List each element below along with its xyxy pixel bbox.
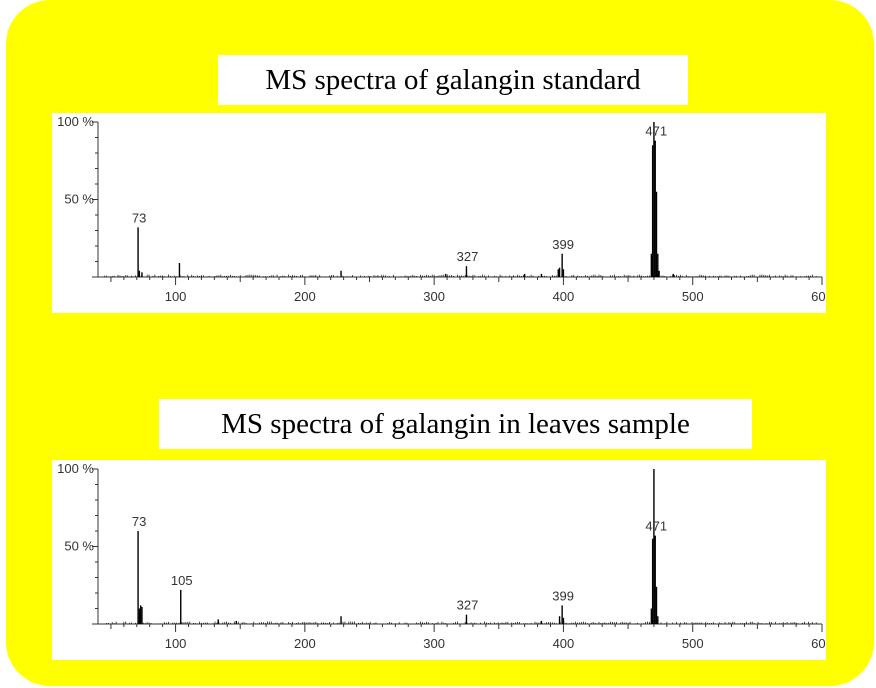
y-tick-label: 50 % (64, 539, 94, 554)
spectrum-chart-standard: 100 200 300 400 500 600 100 % 50 % 73 327 399 471 (57, 114, 826, 304)
x-tick-label: 100 (165, 636, 187, 651)
x-tick-label: 400 (553, 289, 575, 304)
y-tick-label: 50 % (64, 192, 94, 207)
peak-label: 73 (132, 514, 146, 529)
x-tick-label: 600 (811, 289, 826, 304)
x-tick-label: 300 (423, 636, 445, 651)
chart-title-sample: MS spectra of galangin in leaves sample (159, 399, 752, 449)
x-tick-label: 600 (811, 636, 826, 651)
peak-label: 73 (132, 210, 146, 225)
chart-title-standard: MS spectra of galangin standard (218, 55, 688, 105)
y-tick-label: 100 % (57, 114, 94, 129)
y-tick-label: 100 % (57, 461, 94, 476)
x-tick-label: 200 (294, 289, 316, 304)
x-tick-label: 100 (165, 289, 187, 304)
x-tick-label: 200 (294, 636, 316, 651)
spectrum-chart-sample: 100 200 300 400 500 600 100 % 50 % 73 105 327 399 47… (57, 461, 826, 651)
peak-label: 327 (457, 249, 479, 264)
peak-label: 105 (171, 573, 193, 588)
x-tick-label: 500 (682, 636, 704, 651)
spectrum-panel-sample: 100 200 300 400 500 600 100 % 50 % 73 105 327 399 47… (52, 460, 826, 660)
peak-label: 399 (552, 588, 574, 603)
x-tick-label: 400 (553, 636, 575, 651)
spectrum-panel-standard: 100 200 300 400 500 600 100 % 50 % 73 327 399 471 (52, 113, 826, 313)
peak-label: 471 (645, 519, 667, 534)
x-tick-label: 500 (682, 289, 704, 304)
x-tick-label: 300 (423, 289, 445, 304)
peak-label: 327 (457, 598, 479, 613)
peak-label: 399 (552, 237, 574, 252)
peak-label: 471 (645, 124, 667, 139)
